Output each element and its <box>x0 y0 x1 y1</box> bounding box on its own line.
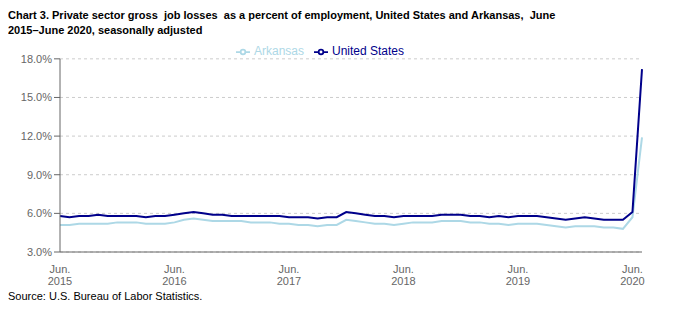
svg-text:15.0%: 15.0% <box>21 91 52 103</box>
html-text:Arkansas: Arkansas <box>254 44 304 58</box>
html-text:2015–June 2020, seasonally adj: 2015–June 2020, seasonally adjusted <box>8 24 203 36</box>
svg-text:18.0%: 18.0% <box>21 53 52 65</box>
html-text:Source: U.S. Bureau of Labor S: Source: U.S. Bureau of Labor Statistics. <box>8 290 203 302</box>
svg-text:Jun.2019: Jun.2019 <box>506 263 530 288</box>
svg-text:Jun.2016: Jun.2016 <box>162 263 186 288</box>
html-text:Chart 3. Private sector gross: Chart 3. Private sector gross job losses… <box>8 9 556 21</box>
svg-text:Jun.2020: Jun.2020 <box>620 263 644 288</box>
svg-text:9.0%: 9.0% <box>27 169 52 181</box>
svg-text:6.0%: 6.0% <box>27 207 52 219</box>
svg-text:12.0%: 12.0% <box>21 130 52 142</box>
svg-text:3.0%: 3.0% <box>27 246 52 258</box>
html-text:United States: United States <box>332 44 404 58</box>
svg-text:Jun.2018: Jun.2018 <box>391 263 415 288</box>
svg-text:Jun.2015: Jun.2015 <box>48 263 72 288</box>
svg-text:Jun.2017: Jun.2017 <box>277 263 301 288</box>
